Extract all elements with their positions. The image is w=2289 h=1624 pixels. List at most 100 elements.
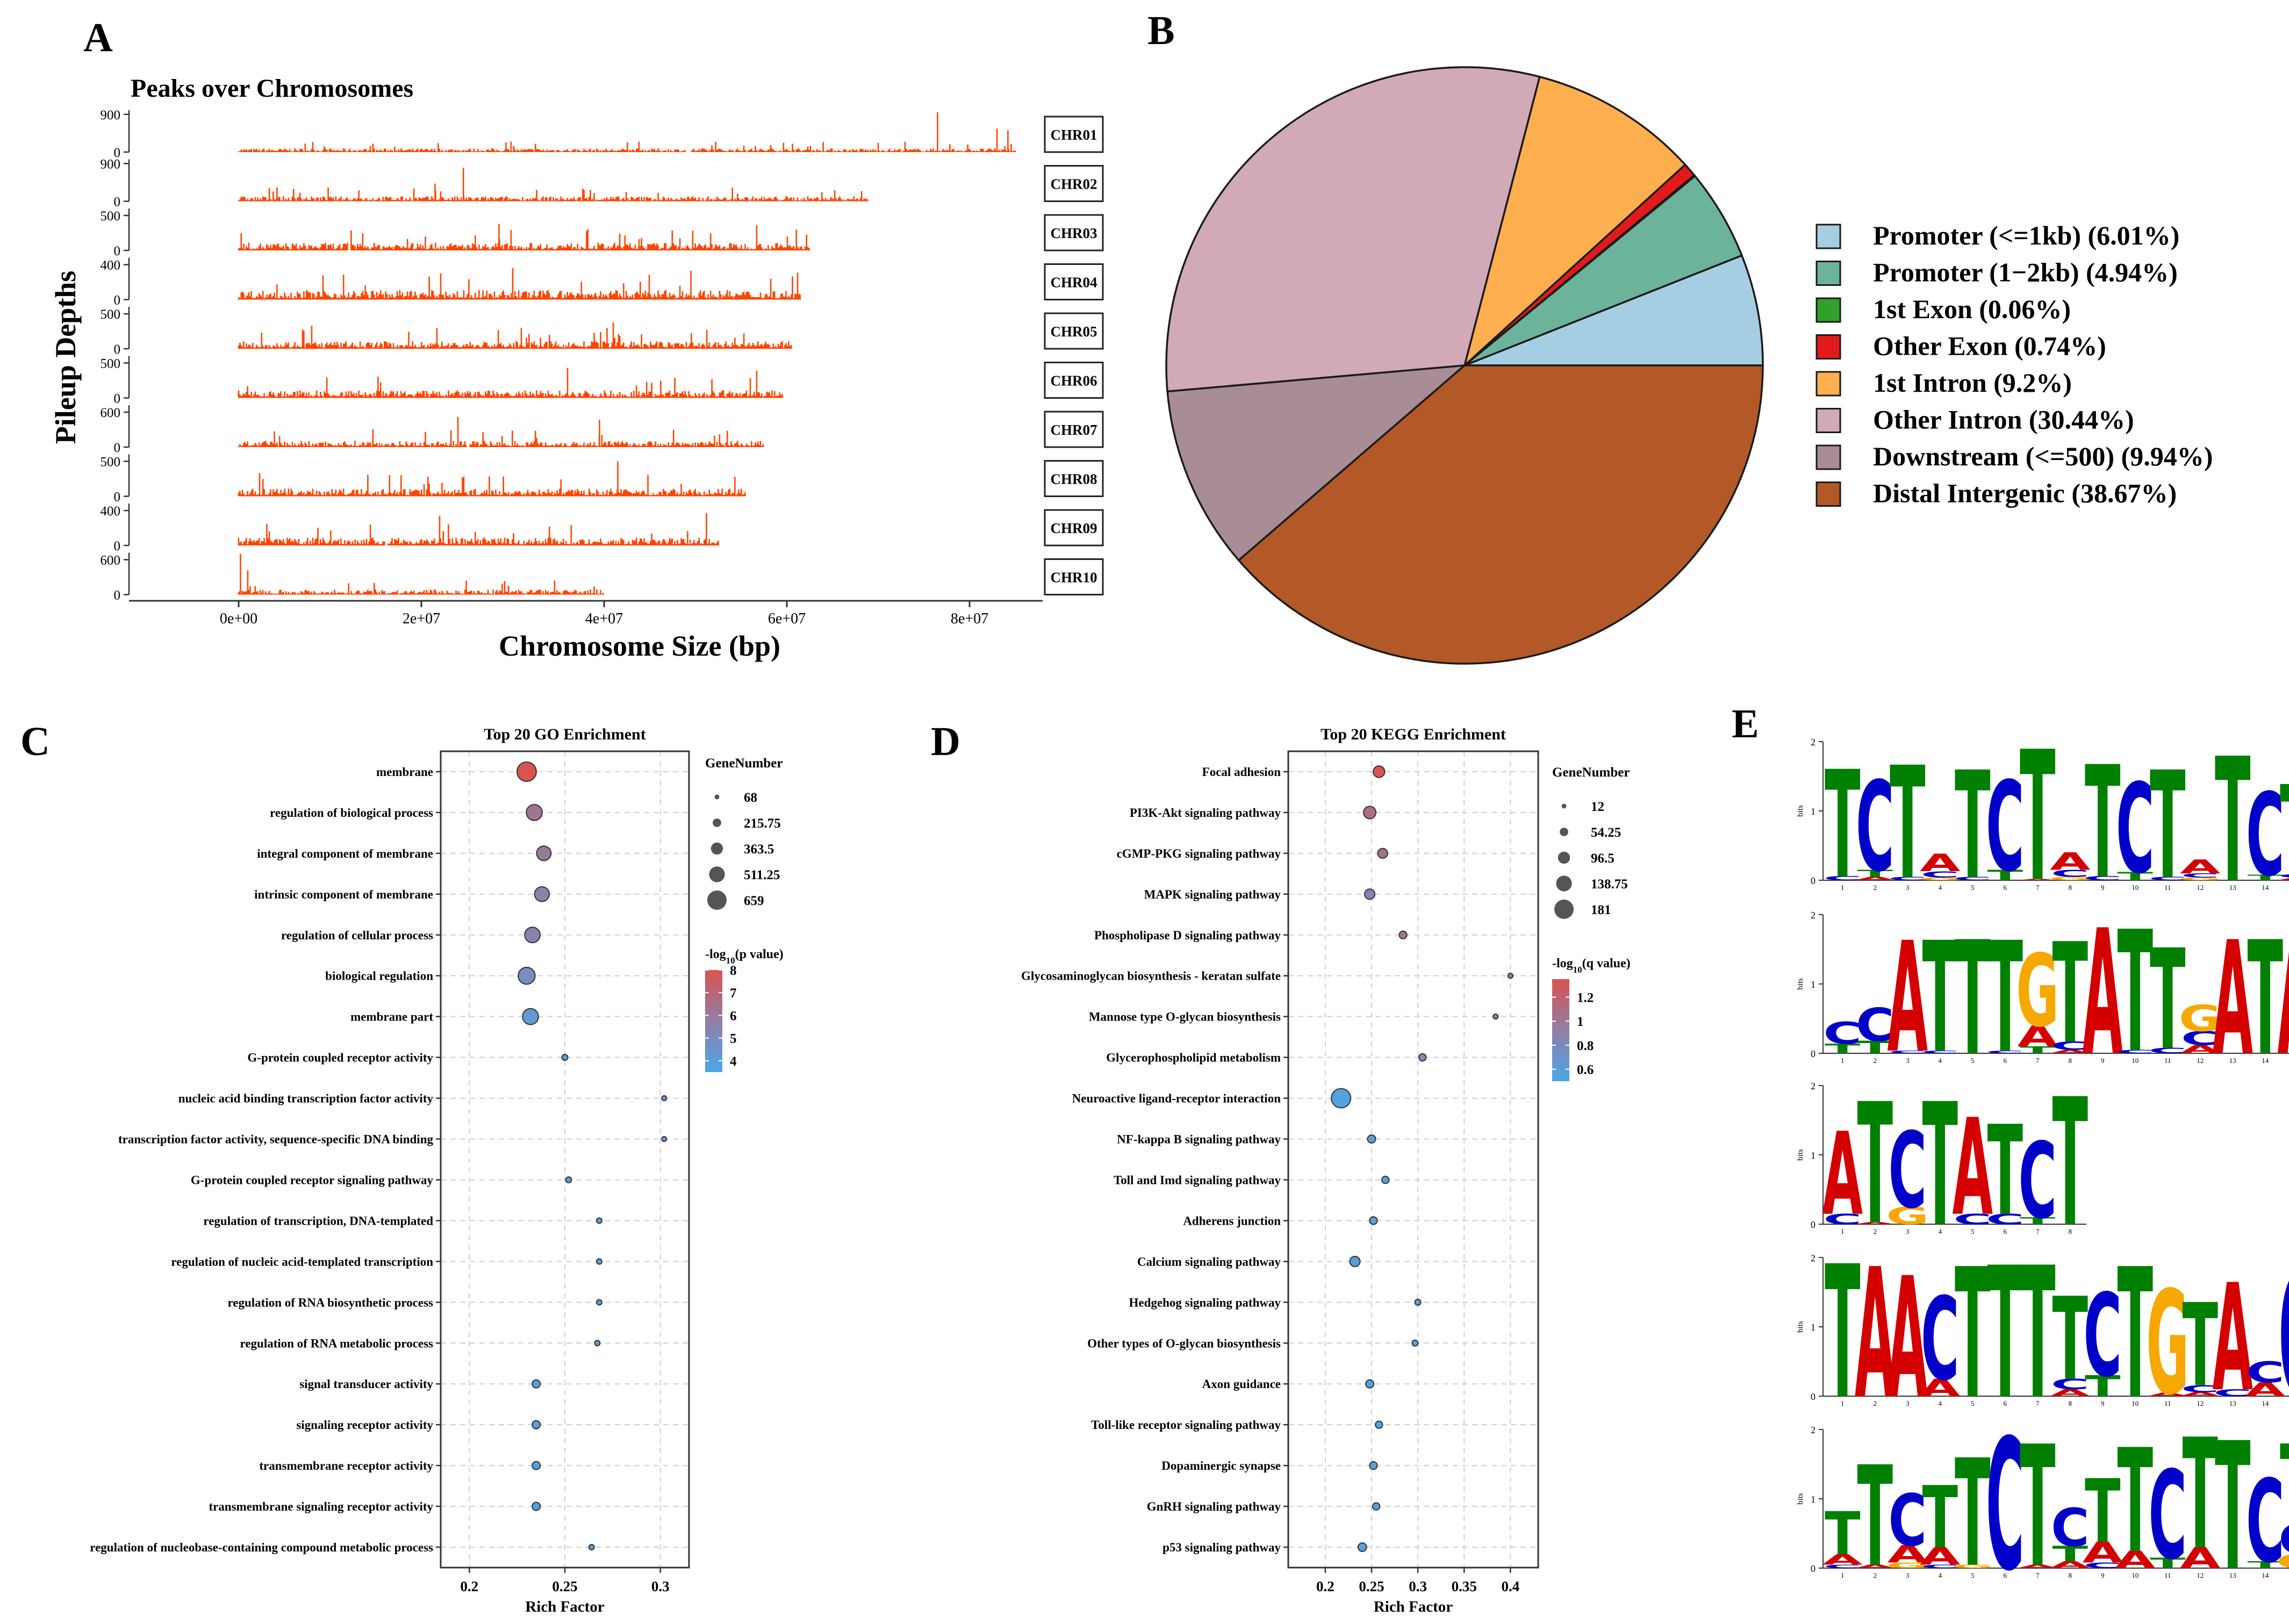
- peak-bars: [238, 416, 764, 447]
- logo-position-label: 13: [2229, 1571, 2236, 1579]
- enrichment-point: [532, 1379, 541, 1389]
- logo-letter-c: C: [1888, 1480, 1927, 1563]
- track-label: CHR05: [1051, 324, 1097, 340]
- peak-bars: [238, 461, 746, 497]
- size-legend-label: 511.25: [744, 868, 780, 882]
- logo-letter-a: A: [2277, 877, 2289, 881]
- panel-label-e: E: [1732, 701, 1759, 746]
- logo-letter-c: C: [2083, 1561, 2122, 1570]
- logo-letter-t: T: [2020, 1230, 2056, 1439]
- logo-letter-a: A: [1855, 1221, 1896, 1225]
- logo-position-label: 8: [2069, 1227, 2072, 1235]
- logo-y-tick-label: 1: [1811, 1322, 1816, 1333]
- term-label: Dopaminergic synapse: [1161, 1459, 1281, 1472]
- term-label: intrinsic component of membrane: [254, 888, 433, 901]
- track-y-tick-label: 500: [101, 209, 121, 224]
- logo-position-label: 4: [1939, 1227, 1942, 1235]
- chart-a-ylabel: Pileup Depths: [49, 271, 82, 444]
- track-peaks: [238, 224, 810, 250]
- peak-bars: [238, 168, 869, 202]
- logo-position-label: 3: [1906, 1227, 1910, 1235]
- term-label: regulation of biological process: [270, 806, 433, 820]
- logo-letter-c: C: [1823, 875, 1862, 881]
- logo-letter-a: A: [2212, 1253, 2253, 1424]
- legend-label: 1st Exon (0.06%): [1873, 294, 2071, 324]
- enrichment-point: [661, 1136, 668, 1142]
- logo-position-label: 2: [1874, 1399, 1877, 1407]
- logo-position-label: 10: [2132, 1571, 2139, 1579]
- logo-letter-c: C: [2148, 1446, 2187, 1587]
- logo-position-label: 7: [2036, 883, 2040, 892]
- enrichment-point: [594, 1340, 601, 1347]
- logo-letter-a: A: [1855, 1564, 1896, 1569]
- track-label: CHR02: [1051, 176, 1097, 192]
- enrichment-point: [1349, 1255, 1361, 1267]
- size-legend-label: 363.5: [744, 842, 774, 857]
- track-y-tick-label: 0: [114, 342, 121, 357]
- legend-label: Downstream (<=500) (9.94%): [1873, 441, 2213, 471]
- legend-label: Other Exon (0.74%): [1873, 331, 2106, 361]
- logo-letter-t: T: [2117, 896, 2153, 1090]
- track-peaks: [238, 461, 746, 497]
- enrichment-point: [595, 1258, 602, 1265]
- term-label: PI3K-Akt signaling pathway: [1130, 806, 1281, 820]
- track-label: CHR01: [1051, 127, 1097, 143]
- logo-letter-a: A: [2050, 1049, 2091, 1054]
- track-label: CHR07: [1051, 422, 1097, 438]
- logo-position-label: 8: [2069, 883, 2072, 892]
- kegg-enrichment-chart: Top 20 KEGG Enrichment Focal adhesion PI3K…: [1021, 725, 1631, 1615]
- term-label: G-protein coupled receptor activity: [247, 1051, 433, 1065]
- term-label: regulation of RNA metabolic process: [240, 1336, 434, 1350]
- track-y-tick-label: 500: [101, 357, 121, 371]
- chart-a-title: Peaks over Chromosomes: [131, 74, 413, 103]
- logo-letter-t: T: [2020, 1411, 2056, 1605]
- logo-letter-t: T: [2215, 1405, 2251, 1609]
- size-legend-dot: [1554, 900, 1574, 919]
- logo-position-label: 3: [1906, 883, 1910, 892]
- logo-letter-c: C: [2181, 872, 2220, 879]
- logo-letter-a: A: [1887, 910, 1928, 1087]
- logo-letter-a: A: [1887, 1242, 1928, 1436]
- enrichment-point: [565, 1176, 572, 1183]
- logo-position-label: 10: [2132, 1057, 2139, 1065]
- track-label-box: [1044, 165, 1104, 202]
- logo-letter-a: A: [2017, 1020, 2058, 1053]
- logo-letter-a: A: [2277, 890, 2289, 1095]
- size-legend-label: 181: [1591, 903, 1611, 917]
- x-tick-label: 0.2: [1316, 1578, 1334, 1594]
- dotplot-title: Top 20 GO Enrichment: [484, 725, 645, 743]
- term-label: Calcium signaling pathway: [1137, 1255, 1281, 1268]
- term-label: Axon guidance: [1202, 1377, 1281, 1391]
- logo-position-label: 1: [1841, 1399, 1845, 1407]
- logo-letter-t: T: [2117, 870, 2153, 883]
- logo-letter-t: T: [1857, 1038, 1893, 1058]
- pie-legend: Promoter (<=1kb) (6.01%) Promoter (1−2kb)…: [1816, 220, 2213, 508]
- pie-slice: [1237, 364, 1764, 665]
- logo-letter-t: T: [2280, 759, 2289, 903]
- x-tick-label: 2e+07: [403, 610, 440, 627]
- logo-position-label: 12: [2197, 883, 2204, 892]
- chromosome-track: 0 400 CHR04: [101, 257, 1104, 308]
- legend-swatch: [1816, 297, 1841, 323]
- track-label: CHR10: [1051, 570, 1097, 586]
- enrichment-point: [1365, 1379, 1375, 1389]
- logo-y-tick-label: 0: [1811, 875, 1816, 886]
- legend-swatch: [1816, 261, 1841, 286]
- peak-bars: [238, 554, 604, 595]
- logo-letter-c: C: [1888, 876, 1927, 881]
- size-legend-label: 138.75: [1591, 877, 1628, 892]
- logo-letter-c: C: [1856, 755, 1895, 899]
- color-legend-title-main: -log: [705, 947, 726, 961]
- pie-slice: [1463, 175, 1743, 367]
- enrichment-point: [1418, 1053, 1427, 1062]
- color-tick-label: 6: [730, 1009, 737, 1023]
- annotation-pie-chart: Promoter (<=1kb) (6.01%) Promoter (1−2kb)…: [1165, 66, 2213, 665]
- enrichment-point: [1411, 1339, 1419, 1347]
- term-label: Phospholipase D signaling pathway: [1094, 929, 1281, 942]
- logo-position-label: 6: [2004, 1057, 2007, 1065]
- legend-swatch: [1816, 224, 1841, 249]
- term-label: regulation of cellular process: [281, 929, 433, 942]
